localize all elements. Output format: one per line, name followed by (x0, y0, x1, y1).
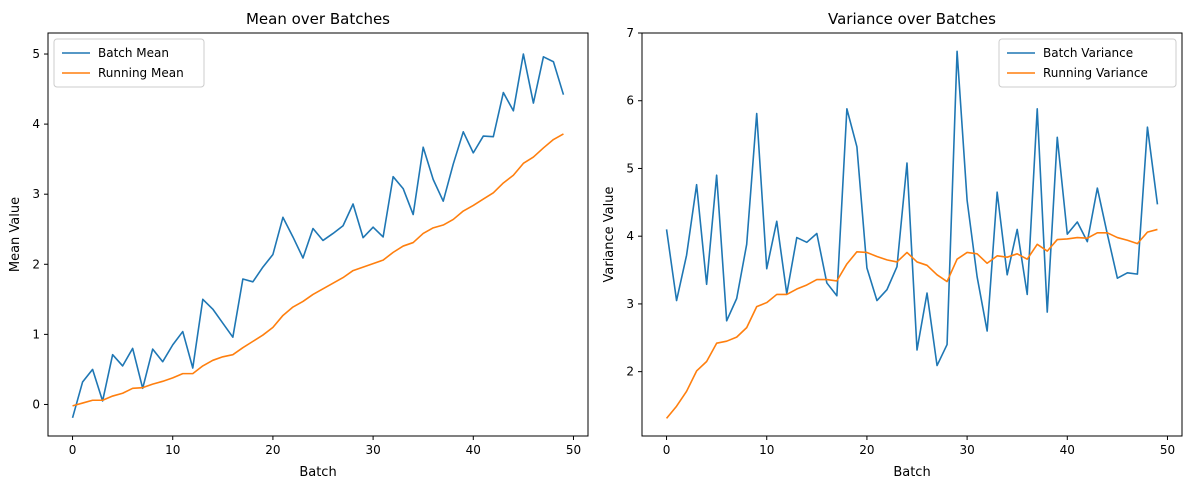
y-tick-label: 4 (626, 229, 634, 243)
y-axis-label: Mean Value (8, 197, 23, 272)
x-tick-label: 10 (759, 443, 774, 457)
x-tick-label: 20 (265, 443, 280, 457)
subplot-1: 0 10 20 30 40 50 0 1 2 3 4 5 Mean over Batches Batch M… (8, 10, 589, 480)
legend-entry: Batch Mean (98, 46, 169, 60)
chart-title: Mean over Batches (246, 10, 390, 28)
series-line-running-mean (72, 133, 564, 407)
legend-entry: Running Variance (1043, 66, 1148, 80)
y-tick-label: 1 (32, 327, 40, 341)
plot-area-frame (641, 32, 1183, 437)
legend-box (53, 38, 205, 88)
x-axis-label: Batch (893, 465, 930, 480)
y-tick-label: 4 (32, 117, 40, 131)
series-line-running-variance (665, 228, 1158, 419)
y-axis-label: Variance Value (602, 187, 617, 283)
legend: Batch Variance Running Variance (998, 38, 1177, 88)
x-tick-label: 0 (69, 443, 77, 457)
y-tick-label: 5 (32, 47, 40, 61)
x-tick-label: 30 (365, 443, 380, 457)
y-tick-label: 6 (626, 94, 634, 108)
x-tick-label: 10 (165, 443, 180, 457)
y-tick-label: 3 (32, 187, 40, 201)
legend: Batch Mean Running Mean (53, 38, 205, 88)
plot-area-frame (47, 32, 589, 437)
y-tick-label: 3 (626, 297, 634, 311)
legend-entry: Running Mean (98, 66, 184, 80)
x-tick-label: 20 (859, 443, 874, 457)
y-tick-label: 2 (626, 365, 634, 379)
series-line-batch-mean (71, 53, 565, 418)
chart-title: Variance over Batches (828, 10, 996, 28)
x-tick-label: 0 (663, 443, 671, 457)
x-tick-label: 50 (1160, 443, 1175, 457)
x-axis-label: Batch (299, 465, 336, 480)
series-line-batch-variance (665, 50, 1159, 367)
y-tick-label: 5 (626, 161, 634, 175)
x-tick-label: 30 (959, 443, 974, 457)
x-tick-label: 40 (1060, 443, 1075, 457)
y-tick-label: 0 (32, 397, 40, 411)
legend-entry: Batch Variance (1043, 46, 1133, 60)
y-tick-label: 7 (626, 26, 634, 40)
y-tick-label: 2 (32, 257, 40, 271)
legend-box (998, 38, 1177, 88)
x-tick-label: 50 (566, 443, 581, 457)
x-tick-label: 40 (466, 443, 481, 457)
